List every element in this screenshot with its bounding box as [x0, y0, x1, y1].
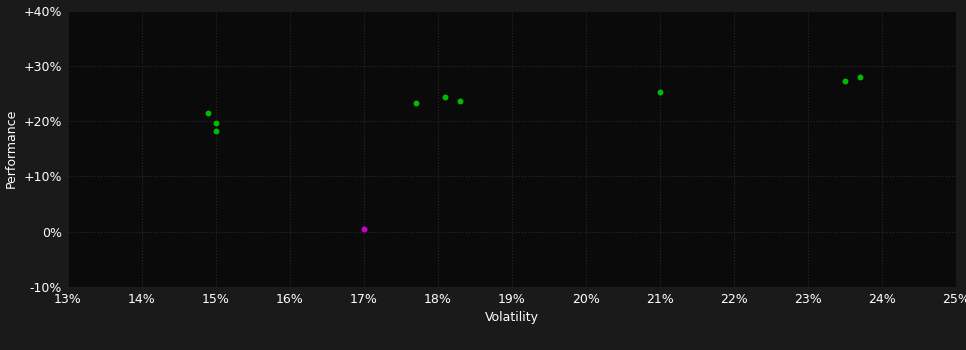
Point — [838, 78, 853, 84]
Point — [208, 120, 223, 126]
Point — [438, 94, 453, 100]
Point — [652, 89, 668, 95]
Y-axis label: Performance: Performance — [5, 109, 18, 188]
Point — [356, 226, 372, 232]
Point — [408, 100, 423, 106]
Point — [452, 98, 468, 104]
Point — [852, 74, 867, 80]
Point — [208, 128, 223, 133]
X-axis label: Volatility: Volatility — [485, 311, 539, 324]
Point — [201, 110, 216, 116]
